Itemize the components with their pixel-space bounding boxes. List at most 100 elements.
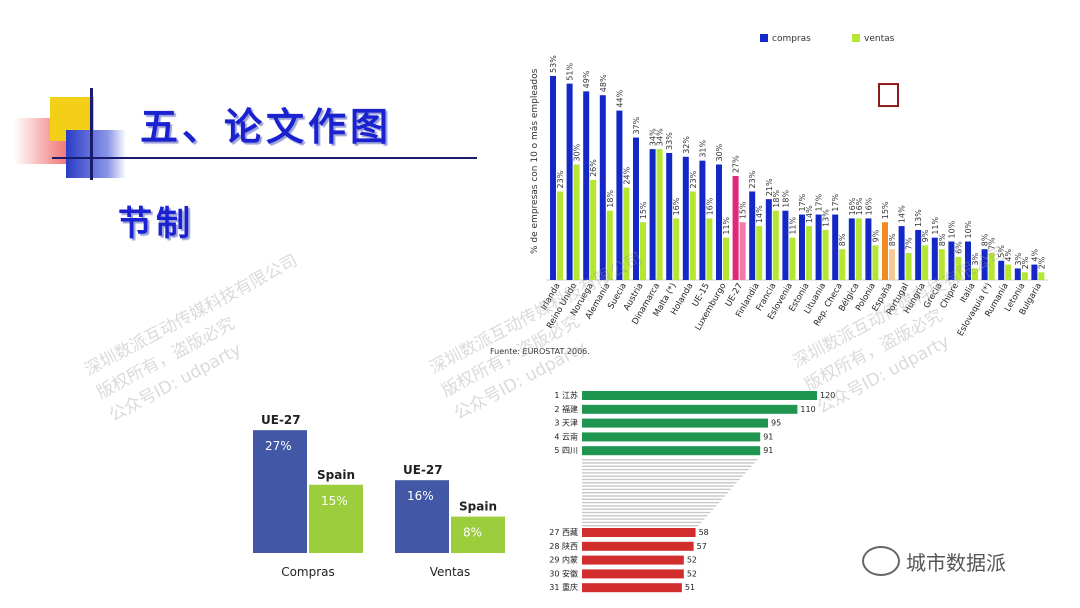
wechat-brand: 城市数据派 <box>862 546 1006 576</box>
legend-swatch-compras <box>760 34 768 42</box>
value-label-compras: 13% <box>914 209 923 227</box>
rank-bottom-label: 30 安徽 <box>549 568 578 578</box>
value-label-compras: 23% <box>748 170 757 188</box>
rank-top-value: 95 <box>771 419 781 428</box>
value-label-ventas: 7% <box>988 237 997 250</box>
bar-ventas <box>723 237 729 280</box>
watermark: 深圳数派互动传媒科技有限公司 版权所有，盗版必究 公众号ID: udparty <box>81 250 301 427</box>
bar-compras <box>716 164 722 280</box>
decor-horizontal-line <box>52 157 477 159</box>
legend-swatch-ventas <box>852 34 860 42</box>
decor-blue-block <box>66 130 126 178</box>
value-label-compras: 14% <box>898 205 907 223</box>
value-label-ventas: 2% <box>1021 256 1030 269</box>
value-label-ventas: 23% <box>689 170 698 188</box>
value-label-compras: 31% <box>698 139 707 157</box>
comparison-bar <box>253 430 307 553</box>
value-label-ventas: 8% <box>838 233 847 246</box>
rank-middle-bar <box>582 521 702 524</box>
bar-compras <box>550 75 556 280</box>
bar-ventas <box>988 253 995 280</box>
value-label-compras: 18% <box>781 190 790 208</box>
comparison-bar <box>309 484 363 553</box>
rank-top-value: 91 <box>763 446 773 455</box>
bar-ventas <box>640 222 646 280</box>
value-label-ventas: 8% <box>938 233 947 246</box>
value-label-ventas: 14% <box>755 205 764 223</box>
source-note: Fuente: EUROSTAT 2006. <box>490 347 590 356</box>
bar-compras <box>948 241 955 280</box>
bar-ventas <box>590 179 597 280</box>
bar-ventas <box>972 268 978 280</box>
comparison-bar <box>451 516 505 553</box>
bar-compras <box>965 241 971 280</box>
value-label-compras: 51% <box>566 62 575 80</box>
bar-compras <box>732 176 739 280</box>
brand-label: 城市数据派 <box>906 550 1006 575</box>
bar-ventas <box>1005 264 1012 280</box>
bar-ventas <box>656 149 663 280</box>
rank-bottom-value: 51 <box>685 583 695 592</box>
wechat-icon <box>862 546 900 576</box>
rank-middle-bar <box>582 459 758 461</box>
bar-compras <box>666 152 673 280</box>
bar-compras <box>616 110 623 280</box>
bar-compras <box>882 222 888 280</box>
bar-ventas <box>889 249 895 280</box>
bar-compras <box>931 237 938 280</box>
value-label-compras: 34% <box>649 128 658 146</box>
value-label-compras: 4% <box>1030 249 1039 262</box>
rank-middle-bar <box>582 485 734 487</box>
value-label-compras: 8% <box>981 233 990 246</box>
rank-top-label: 2 福建 <box>554 404 578 414</box>
value-label-compras: 32% <box>682 136 691 154</box>
bar-compras <box>815 214 822 280</box>
comparison-bar-name: UE-27 <box>261 413 301 427</box>
value-label-ventas: 18% <box>772 190 781 208</box>
value-label-ventas: 24% <box>622 166 631 184</box>
value-label-ventas: 18% <box>606 190 615 208</box>
value-label-compras: 10% <box>947 220 956 238</box>
value-label-ventas: 16% <box>672 197 681 215</box>
rank-bottom-bar <box>582 555 684 565</box>
bar-ventas <box>706 218 713 280</box>
bar-compras <box>981 249 988 280</box>
value-label-ventas: 34% <box>656 128 665 146</box>
bar-ventas <box>606 210 613 280</box>
rank-top-bar <box>582 418 769 428</box>
bar-ventas <box>855 218 862 280</box>
rank-bottom-value: 52 <box>687 556 697 565</box>
comparison-bar-value: 8% <box>463 526 482 540</box>
value-label-ventas: 16% <box>855 197 864 215</box>
value-label-ventas: 14% <box>805 205 814 223</box>
bar-ventas <box>806 226 812 280</box>
comparison-bar-name: Spain <box>317 468 355 482</box>
rank-top-value: 110 <box>800 405 815 414</box>
legend-label-ventas: ventas <box>864 34 895 44</box>
bar-ventas <box>623 187 630 280</box>
rank-middle-bar <box>582 495 725 497</box>
bar-compras <box>599 95 606 280</box>
bar-ventas <box>822 229 829 280</box>
bar-compras <box>782 210 789 280</box>
value-label-compras: 3% <box>1014 252 1023 265</box>
value-label-ventas: 8% <box>888 233 897 246</box>
rank-middle-bar <box>582 488 731 491</box>
bar-ventas <box>922 245 929 280</box>
rank-top-bar <box>582 432 761 442</box>
rank-top-value: 120 <box>820 391 835 400</box>
value-label-compras: 17% <box>831 193 840 211</box>
comparison-bar-chart: UE-27 27% Spain 15% Compras UE-27 16% Spain 8% Ve… <box>253 413 505 579</box>
rank-bottom-label: 29 内蒙 <box>549 555 578 565</box>
value-label-ventas: 15% <box>639 201 648 219</box>
rank-bottom-bar <box>582 528 696 537</box>
bar-ventas <box>1038 272 1045 280</box>
rank-middle-bar <box>582 472 746 474</box>
rank-bottom-bar <box>582 583 682 593</box>
bar-ventas <box>955 256 962 280</box>
bar-ventas <box>938 249 945 280</box>
rank-middle-bar <box>582 478 740 481</box>
bar-ventas <box>1021 272 1028 280</box>
y-axis-label: % de empresas con 10 o más empleados <box>530 68 540 254</box>
rank-top-label: 5 四川 <box>554 446 578 455</box>
